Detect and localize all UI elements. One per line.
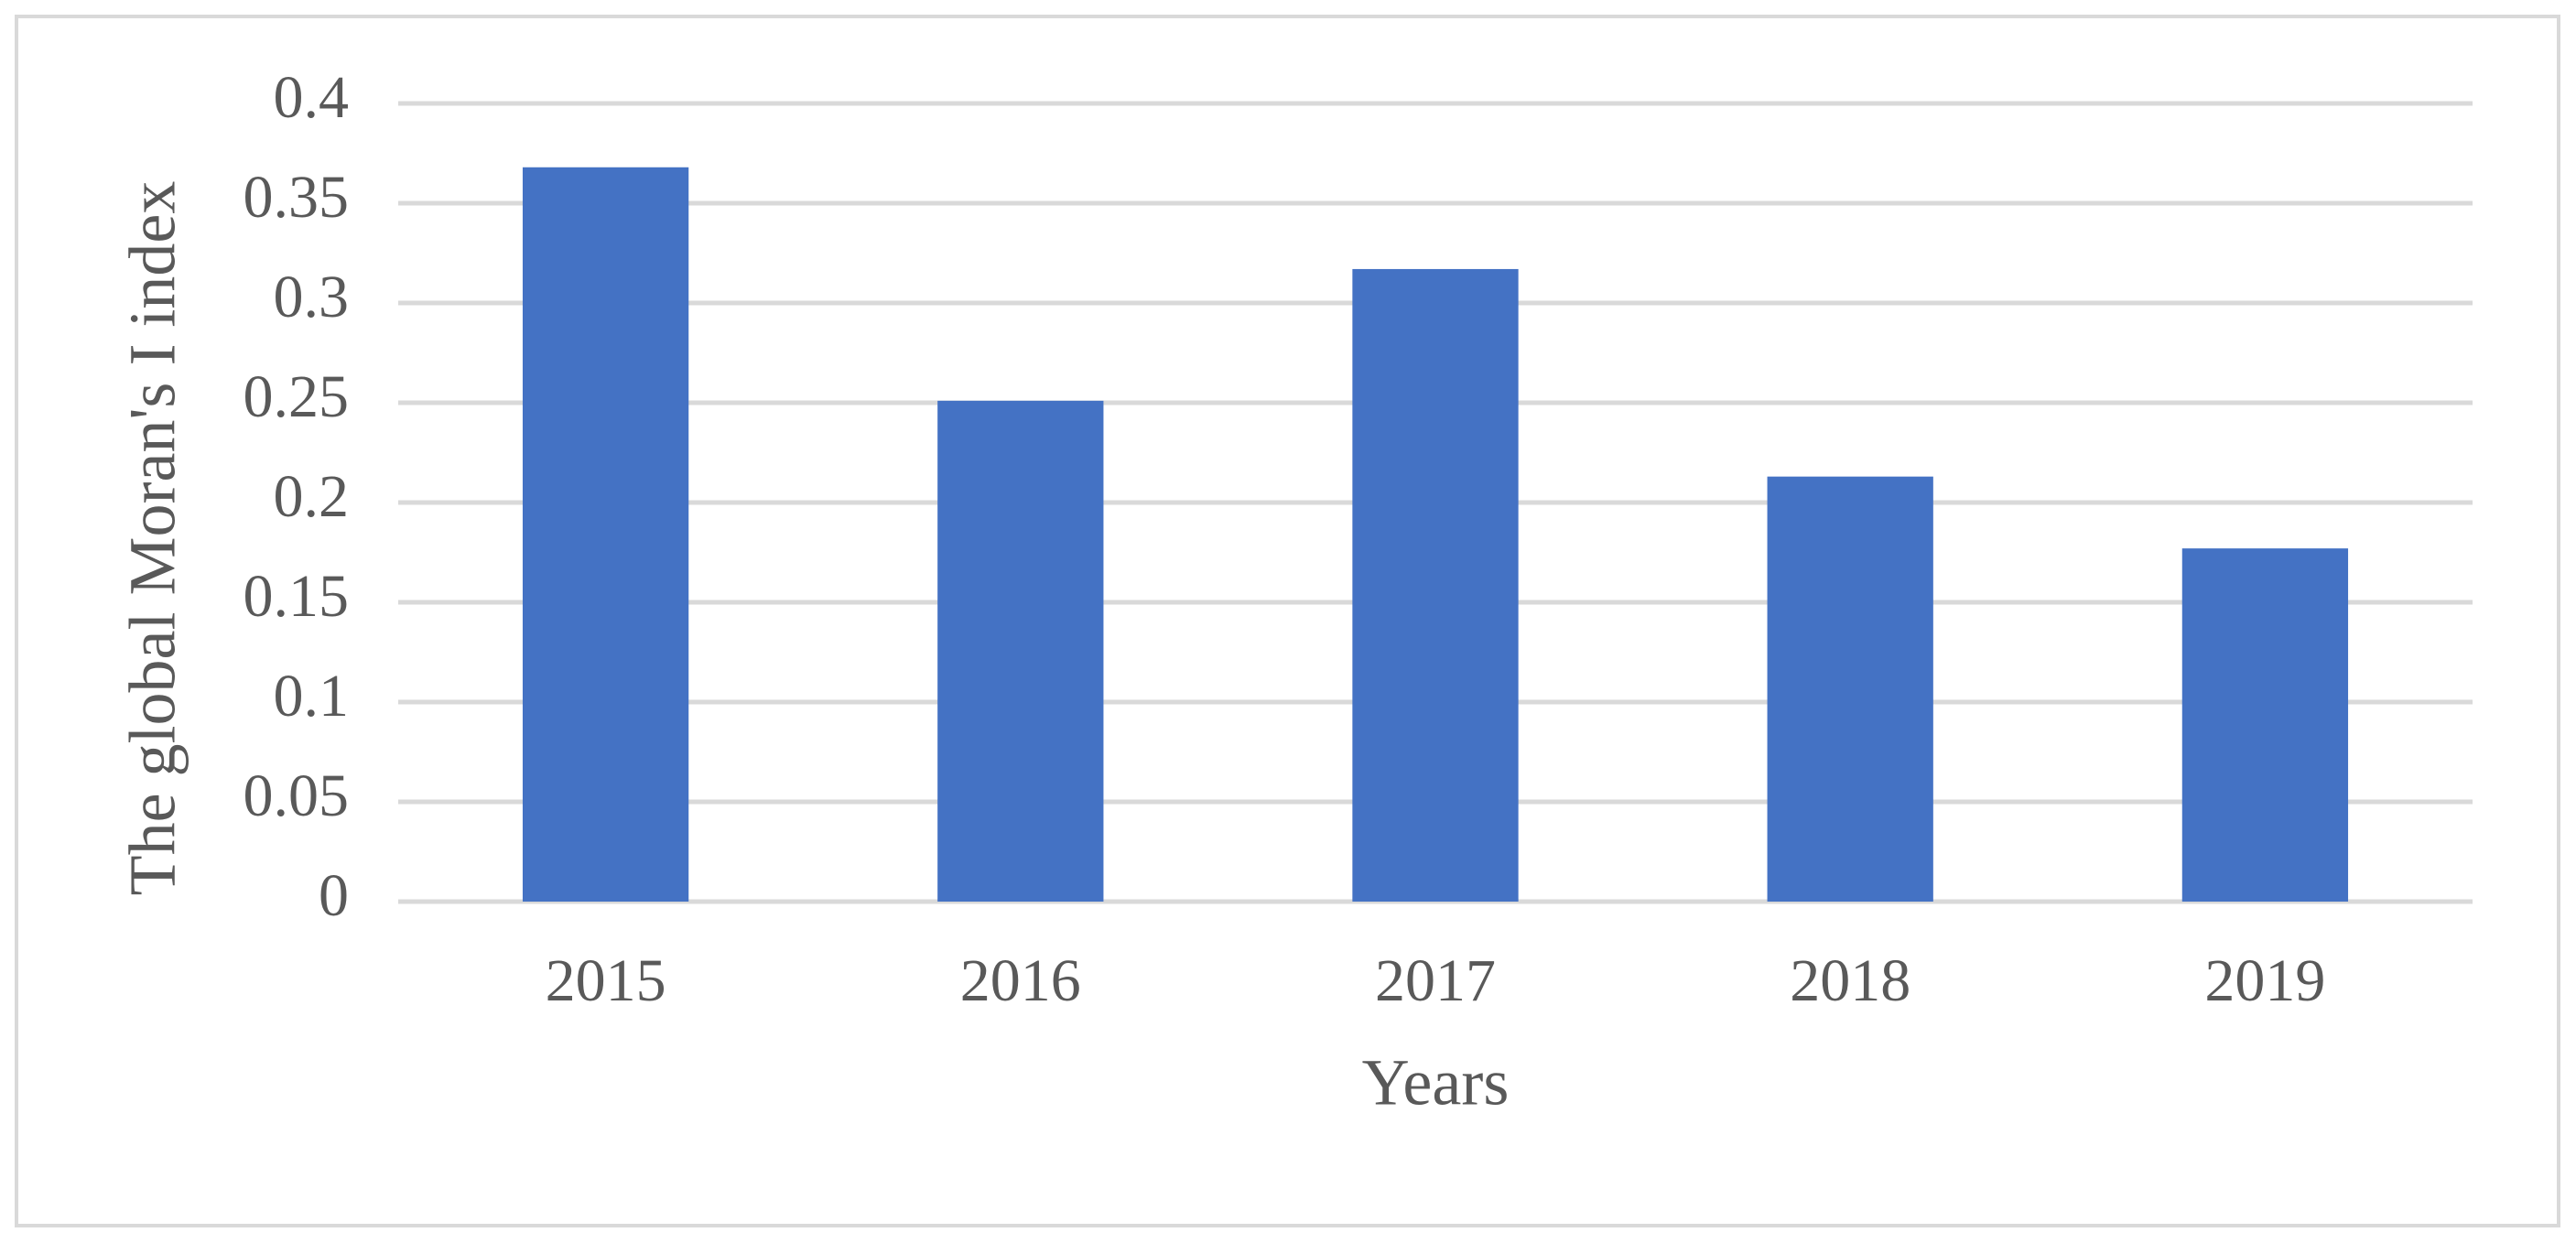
x-tick-label: 2015 [546, 947, 666, 1014]
chart-border [15, 15, 2560, 1227]
y-tick-label: 0.05 [244, 762, 350, 829]
bar [937, 400, 1104, 902]
bar [522, 167, 689, 902]
y-axis-title: The global Moran's I index [116, 181, 189, 896]
bar [1767, 476, 1933, 902]
y-tick-label: 0.4 [274, 64, 350, 131]
y-tick-label: 0.25 [244, 363, 350, 430]
y-tick-label: 0.3 [274, 264, 350, 330]
x-tick-label: 2018 [1790, 947, 1910, 1014]
x-tick-label: 2019 [2204, 947, 2325, 1014]
x-axis-title: Years [1362, 1046, 1510, 1119]
y-tick-label: 0 [319, 862, 349, 929]
y-tick-label: 0.35 [244, 164, 350, 231]
bar [2181, 548, 2349, 902]
bar [1352, 268, 1519, 902]
y-tick-label: 0.1 [274, 663, 350, 730]
x-tick-label: 2017 [1375, 947, 1496, 1014]
y-tick-label: 0.15 [244, 563, 350, 630]
y-tick-label: 0.2 [274, 463, 350, 530]
x-tick-label: 2016 [960, 947, 1081, 1014]
